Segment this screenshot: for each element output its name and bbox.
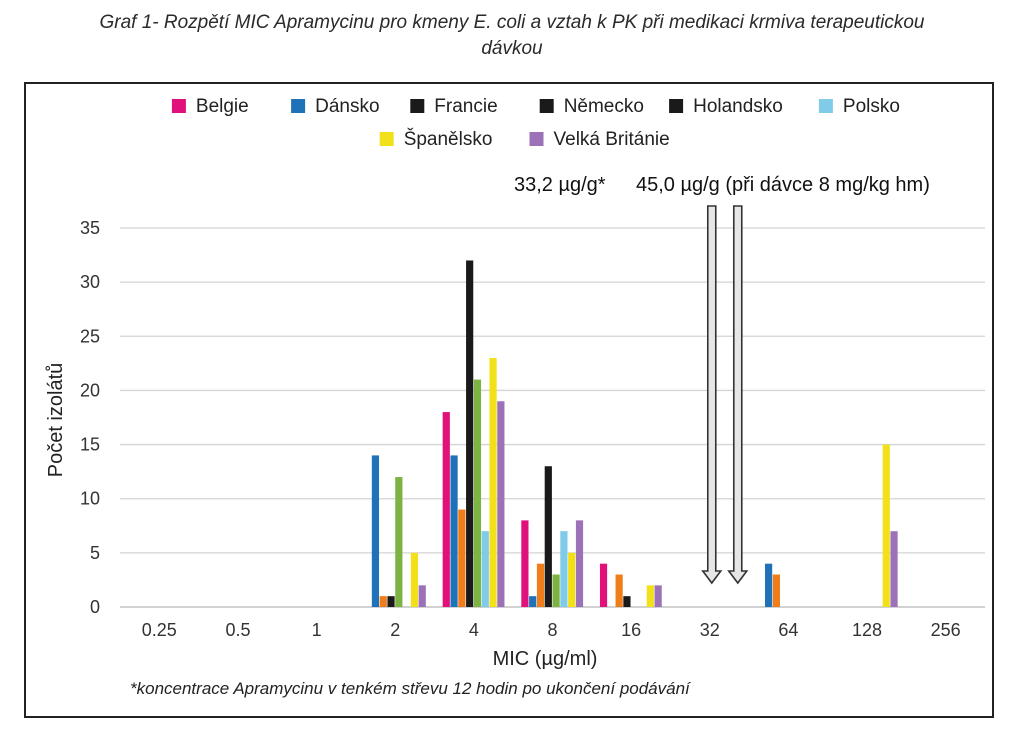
legend-swatch-belgie <box>171 99 186 113</box>
bar-francie-4 <box>458 509 466 607</box>
bar-dánsko-2 <box>371 455 380 607</box>
bar-německo-16 <box>623 596 631 607</box>
bar-francie-64 <box>772 574 781 607</box>
arrows <box>701 205 749 585</box>
legend: Belgie Dánsko Francie Německo Holandsko Polsk… <box>171 96 900 150</box>
bar-velká-británie-8 <box>575 520 584 607</box>
bar-francie-16 <box>615 574 623 607</box>
y-tick-label: 15 <box>80 435 100 455</box>
legend-label-holandsko: Holandsko <box>693 96 783 117</box>
bar-španělsko-4 <box>489 357 497 607</box>
legend-swatch-polsko <box>818 99 833 113</box>
legend-swatch-holandsko <box>669 99 684 113</box>
bar-dánsko-4 <box>450 455 458 607</box>
legend-label-belgie: Belgie <box>196 96 249 117</box>
bar-polsko-8 <box>560 531 568 607</box>
footnote: *koncentrace Apramycinu v tenkém střevu … <box>130 679 692 698</box>
bar-španělsko-2 <box>410 552 419 607</box>
bar-dánsko-64 <box>765 563 773 607</box>
legend-label-velká-británie: Velká Británie <box>554 129 670 150</box>
y-tick-labels: 0 5 10 15 20 25 30 35 <box>80 218 100 617</box>
y-axis-label: Počet izolátů <box>45 363 67 478</box>
y-tick-label: 20 <box>80 380 100 400</box>
chart-title-line-1: Graf 1- Rozpětí MIC Apramycinu pro kmeny… <box>99 12 925 33</box>
legend-label-francie: Francie <box>434 96 497 117</box>
y-tick-label: 10 <box>80 489 100 509</box>
x-axis-label: MIC (µg/ml) <box>493 648 598 670</box>
gridlines <box>120 227 985 608</box>
arrow-1 <box>701 205 723 585</box>
x-tick-label: 2 <box>390 620 400 640</box>
y-tick-label: 35 <box>80 218 100 238</box>
x-tick-label: 0.5 <box>225 620 250 640</box>
x-tick-label: 4 <box>469 620 479 640</box>
legend-swatch-velká-británie <box>529 132 544 146</box>
legend-label-dánsko: Dánsko <box>315 96 379 117</box>
chart-frame <box>24 82 994 718</box>
bar-francie-2 <box>379 596 387 607</box>
legend-label-španělsko: Španělsko <box>404 128 493 150</box>
legend-label-německo: Německo <box>564 96 644 117</box>
bar-velká-británie-128 <box>890 531 898 607</box>
y-tick-label: 30 <box>80 272 100 292</box>
x-tick-label: 0.25 <box>142 620 177 640</box>
bar-španělsko-128 <box>882 444 890 607</box>
x-tick-labels: 0.25 0.5 1 2 4 8 16 32 64 128 256 <box>142 620 961 640</box>
x-tick-label: 128 <box>852 620 882 640</box>
x-tick-label: 1 <box>312 620 322 640</box>
bar-německo-2 <box>387 596 395 607</box>
legend-swatch-francie <box>410 99 425 113</box>
bar-velká-británie-4 <box>497 401 505 607</box>
bar-belgie-8 <box>521 520 529 607</box>
bar-belgie-4 <box>442 412 450 607</box>
bar-francie-8 <box>536 563 545 607</box>
bar-polsko-4 <box>481 531 489 607</box>
x-tick-label: 256 <box>931 620 961 640</box>
x-tick-label: 64 <box>778 620 798 640</box>
legend-label-polsko: Polsko <box>843 96 900 117</box>
arrow-label-1: 33,2 µg/g* <box>514 174 606 196</box>
legend-swatch-španělsko <box>379 132 394 146</box>
bar-belgie-16 <box>599 563 608 607</box>
bar-španělsko-8 <box>568 552 576 607</box>
x-tick-label: 32 <box>700 620 720 640</box>
bar-dánsko-8 <box>529 596 537 607</box>
y-tick-label: 5 <box>90 543 100 563</box>
bar-holandsko-2 <box>395 477 403 607</box>
legend-swatch-dánsko <box>291 99 306 113</box>
bar-velká-británie-2 <box>418 585 426 607</box>
bar-holandsko-8 <box>552 574 560 607</box>
arrow-label-2: 45,0 µg/g (při dávce 8 mg/kg hm) <box>636 174 930 196</box>
chart-title: Graf 1- Rozpětí MIC Apramycinu pro kmeny… <box>0 10 1024 62</box>
bars <box>371 260 898 607</box>
x-tick-label: 8 <box>547 620 557 640</box>
bar-německo-8 <box>544 466 552 607</box>
x-tick-label: 16 <box>621 620 641 640</box>
bar-německo-4 <box>466 260 474 607</box>
bar-velká-británie-16 <box>654 585 662 607</box>
chart-title-line-2: dávkou <box>481 38 543 59</box>
legend-swatch-německo <box>539 99 554 113</box>
bar-holandsko-4 <box>473 379 482 607</box>
arrow-2 <box>727 205 749 585</box>
bar-španělsko-16 <box>646 585 654 607</box>
y-tick-label: 0 <box>90 597 100 617</box>
y-tick-label: 25 <box>80 326 100 346</box>
